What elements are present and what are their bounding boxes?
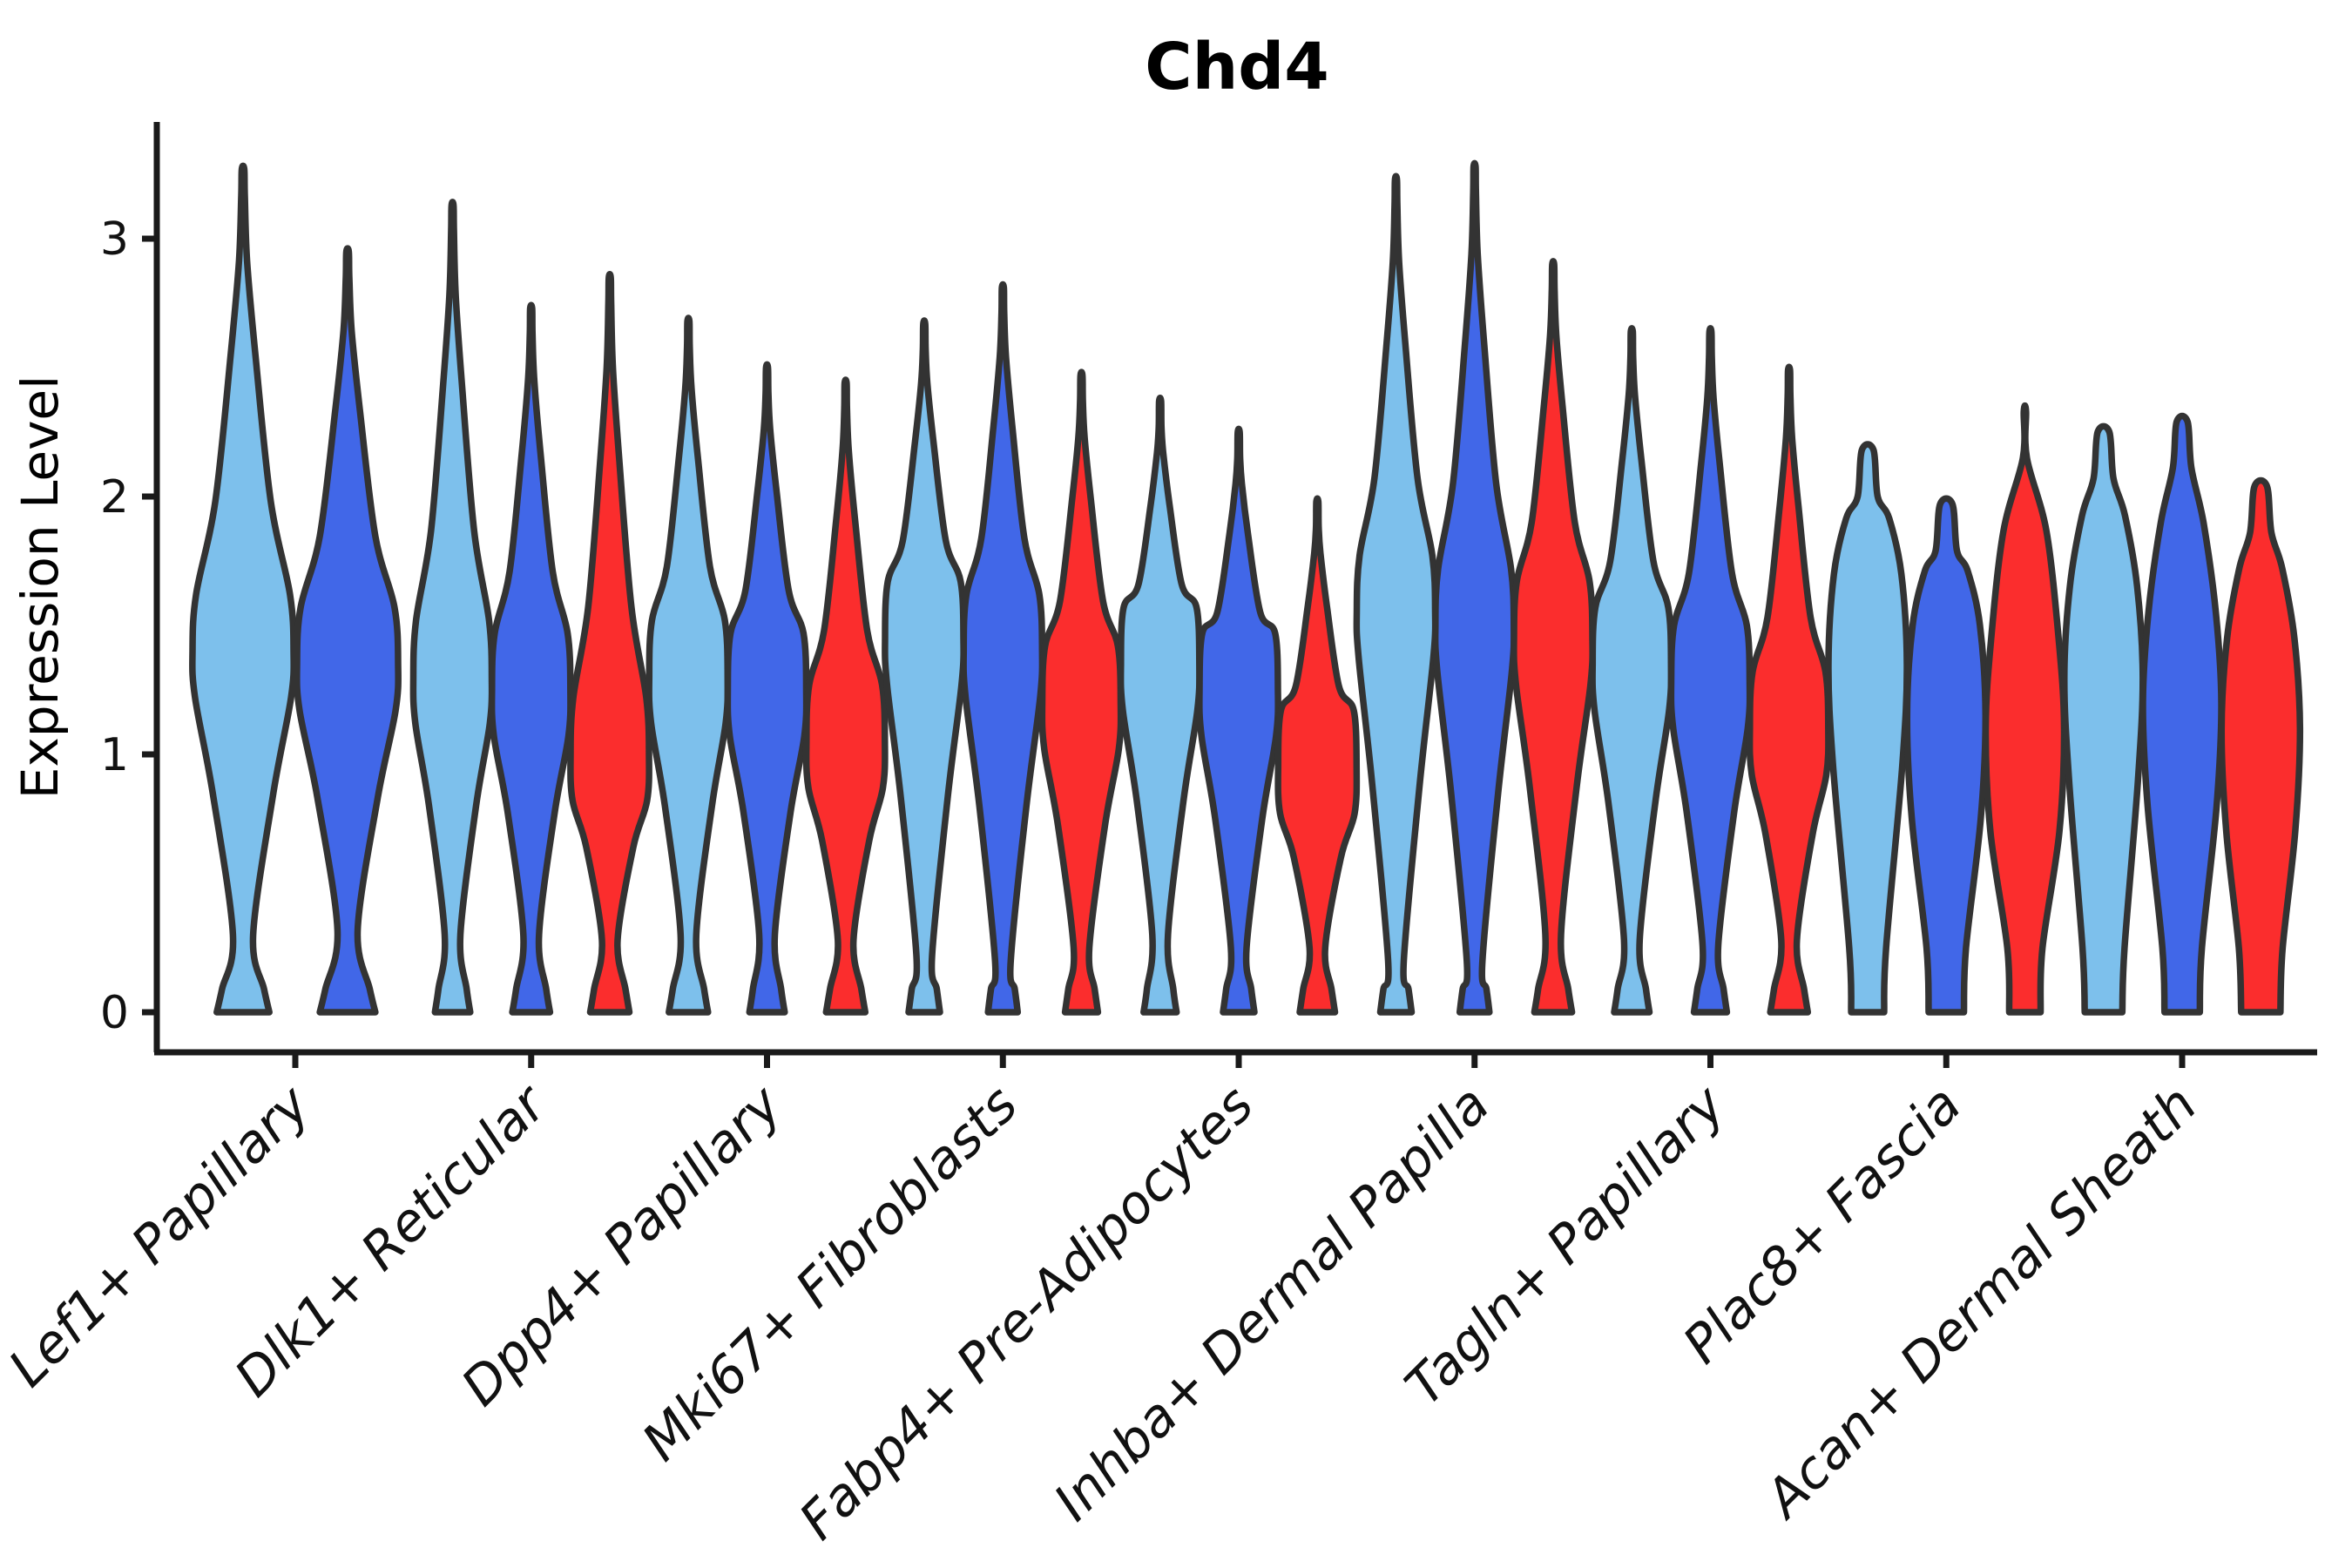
x-tick-label: Fabp4+ Pre-Adipocytes xyxy=(787,1074,1265,1551)
violin-light_blue xyxy=(2061,422,2146,1016)
x-tick-label: Inhba+ Dermal Papilla xyxy=(1043,1074,1501,1532)
violin-royal_blue xyxy=(1431,159,1517,1016)
violin-light_blue xyxy=(882,317,967,1016)
y-tick-label: 3 xyxy=(100,213,129,266)
violin-light_blue xyxy=(1825,441,1910,1016)
violin-red xyxy=(2218,476,2304,1016)
violin-royal_blue xyxy=(960,280,1046,1016)
violin-light_blue xyxy=(1353,172,1439,1016)
x-tick-label: Acan+ Dermal Sheath xyxy=(1752,1074,2209,1531)
violin-light_blue xyxy=(189,162,297,1016)
y-axis-label: Expression Level xyxy=(10,375,70,799)
violin-royal_blue xyxy=(1903,495,1990,1016)
violin-red xyxy=(1274,495,1361,1016)
y-tick-label: 0 xyxy=(100,987,129,1039)
violin-light_blue xyxy=(645,314,732,1016)
violin-royal_blue xyxy=(294,245,402,1016)
violin-red xyxy=(1746,363,1832,1016)
violin-light_blue xyxy=(409,199,496,1016)
violin-royal_blue xyxy=(1667,325,1754,1016)
violin-red xyxy=(802,376,889,1016)
violin-royal_blue xyxy=(1196,425,1281,1016)
y-tick-label: 2 xyxy=(100,471,129,524)
chart-title: Chd4 xyxy=(1145,30,1328,105)
violin-light_blue xyxy=(1117,395,1203,1016)
violin-red xyxy=(567,270,652,1016)
y-tick-label: 1 xyxy=(100,729,129,781)
violin-royal_blue xyxy=(724,361,810,1016)
violin-red xyxy=(1511,258,1596,1016)
violin-red xyxy=(1982,402,2068,1016)
violin-red xyxy=(1038,368,1125,1016)
violin-royal_blue xyxy=(488,301,574,1016)
violin-royal_blue xyxy=(2139,412,2225,1016)
violin-light_blue xyxy=(1589,325,1675,1016)
